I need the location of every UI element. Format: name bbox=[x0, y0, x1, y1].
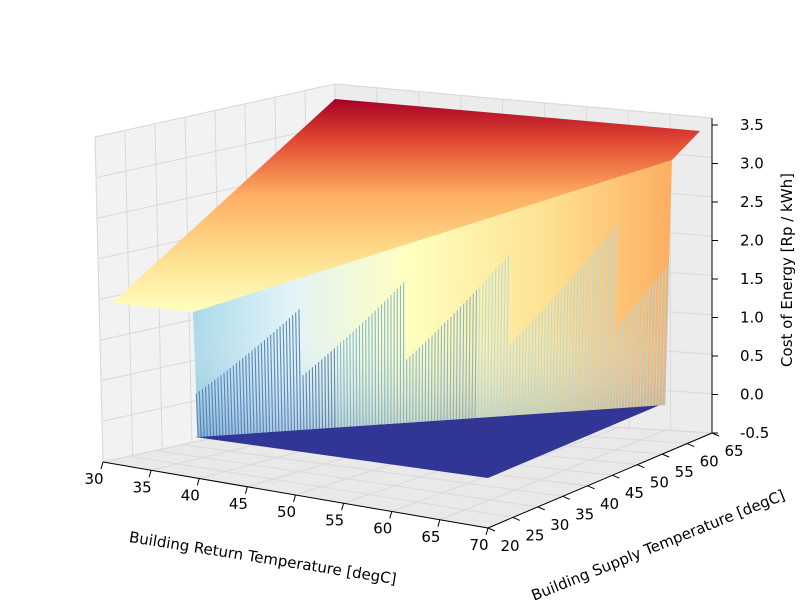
y-tick-mark bbox=[612, 475, 619, 478]
y-tick-mark bbox=[662, 454, 669, 457]
x-tick-mark bbox=[438, 520, 440, 527]
surface-stripe bbox=[435, 332, 436, 421]
z-tick-label: 3.0 bbox=[740, 155, 764, 173]
surface-stripe bbox=[438, 329, 439, 420]
z-tick-label: -0.5 bbox=[740, 424, 769, 442]
z-tick-label: 3.5 bbox=[740, 116, 764, 134]
surface-stripe bbox=[334, 349, 335, 428]
surface-stripe bbox=[325, 357, 326, 429]
y-tick-mark bbox=[513, 517, 520, 520]
x-tick-label: 55 bbox=[325, 511, 344, 529]
surface-stripe bbox=[432, 335, 433, 421]
surface-stripe bbox=[341, 343, 342, 427]
x-tick-mark bbox=[294, 495, 296, 502]
z-tick-label: 0.0 bbox=[740, 386, 764, 404]
x-tick-mark bbox=[342, 503, 344, 510]
surface-stripe bbox=[353, 332, 354, 427]
surface-stripe bbox=[441, 326, 442, 420]
y-tick-label: 45 bbox=[625, 484, 644, 502]
surface-stripe bbox=[447, 320, 448, 420]
y-tick-label: 40 bbox=[600, 495, 619, 513]
surface-stripe bbox=[337, 346, 338, 428]
x-tick-mark bbox=[486, 528, 488, 535]
z-tick-label: 0.5 bbox=[740, 347, 764, 365]
x-tick-label: 45 bbox=[229, 495, 248, 513]
x-axis-label: Building Return Temperature [degC] bbox=[128, 528, 398, 588]
y-tick-label: 65 bbox=[724, 442, 743, 460]
z-ticks: -0.5 0.0 0.5 1.0 1.5 2.0 2.5 3.0 3.5 bbox=[712, 116, 769, 442]
surface-stripe bbox=[444, 323, 445, 420]
y-tick-mark bbox=[488, 528, 495, 531]
y-tick-mark bbox=[588, 486, 595, 489]
x-tick-label: 30 bbox=[84, 470, 103, 488]
z-tick-label: 2.0 bbox=[740, 232, 764, 250]
surface-stripe bbox=[347, 337, 348, 427]
x-tick-mark bbox=[101, 462, 103, 469]
surface-stripe bbox=[356, 329, 357, 427]
x-tick-mark bbox=[149, 470, 151, 477]
x-tick-label: 40 bbox=[181, 487, 200, 505]
surface-stripe bbox=[363, 323, 364, 426]
y-tick-mark bbox=[687, 444, 694, 447]
y-tick-mark bbox=[637, 465, 644, 468]
y-tick-label: 30 bbox=[550, 516, 569, 534]
y-tick-label: 35 bbox=[575, 505, 594, 523]
y-tick-mark bbox=[563, 496, 570, 499]
x-tick-label: 35 bbox=[133, 478, 152, 496]
y-tick-label: 20 bbox=[500, 537, 519, 555]
y-tick-label: 60 bbox=[700, 453, 719, 471]
y-axis-label: Building Supply Temperature [degC] bbox=[529, 486, 788, 600]
z-tick-label: 2.5 bbox=[740, 193, 764, 211]
x-tick-label: 65 bbox=[421, 528, 440, 546]
surface-stripe bbox=[350, 334, 351, 426]
x-tick-mark bbox=[390, 512, 392, 519]
y-tick-label: 55 bbox=[675, 463, 694, 481]
y-tick-mark bbox=[538, 507, 545, 510]
y-tick-label: 50 bbox=[650, 474, 669, 492]
surface-stripe bbox=[359, 326, 360, 426]
y-tick-label: 25 bbox=[525, 526, 544, 544]
x-tick-mark bbox=[197, 479, 199, 486]
x-tick-mark bbox=[245, 487, 247, 494]
x-tick-label: 60 bbox=[373, 520, 392, 538]
surface-stripe bbox=[344, 340, 345, 427]
z-tick-label: 1.5 bbox=[740, 270, 764, 288]
z-axis-label: Cost of Energy [Rp / kWh] bbox=[778, 173, 796, 367]
x-tick-label: 50 bbox=[277, 503, 296, 521]
x-tick-label: 70 bbox=[469, 536, 488, 554]
z-tick-label: 1.0 bbox=[740, 309, 764, 327]
